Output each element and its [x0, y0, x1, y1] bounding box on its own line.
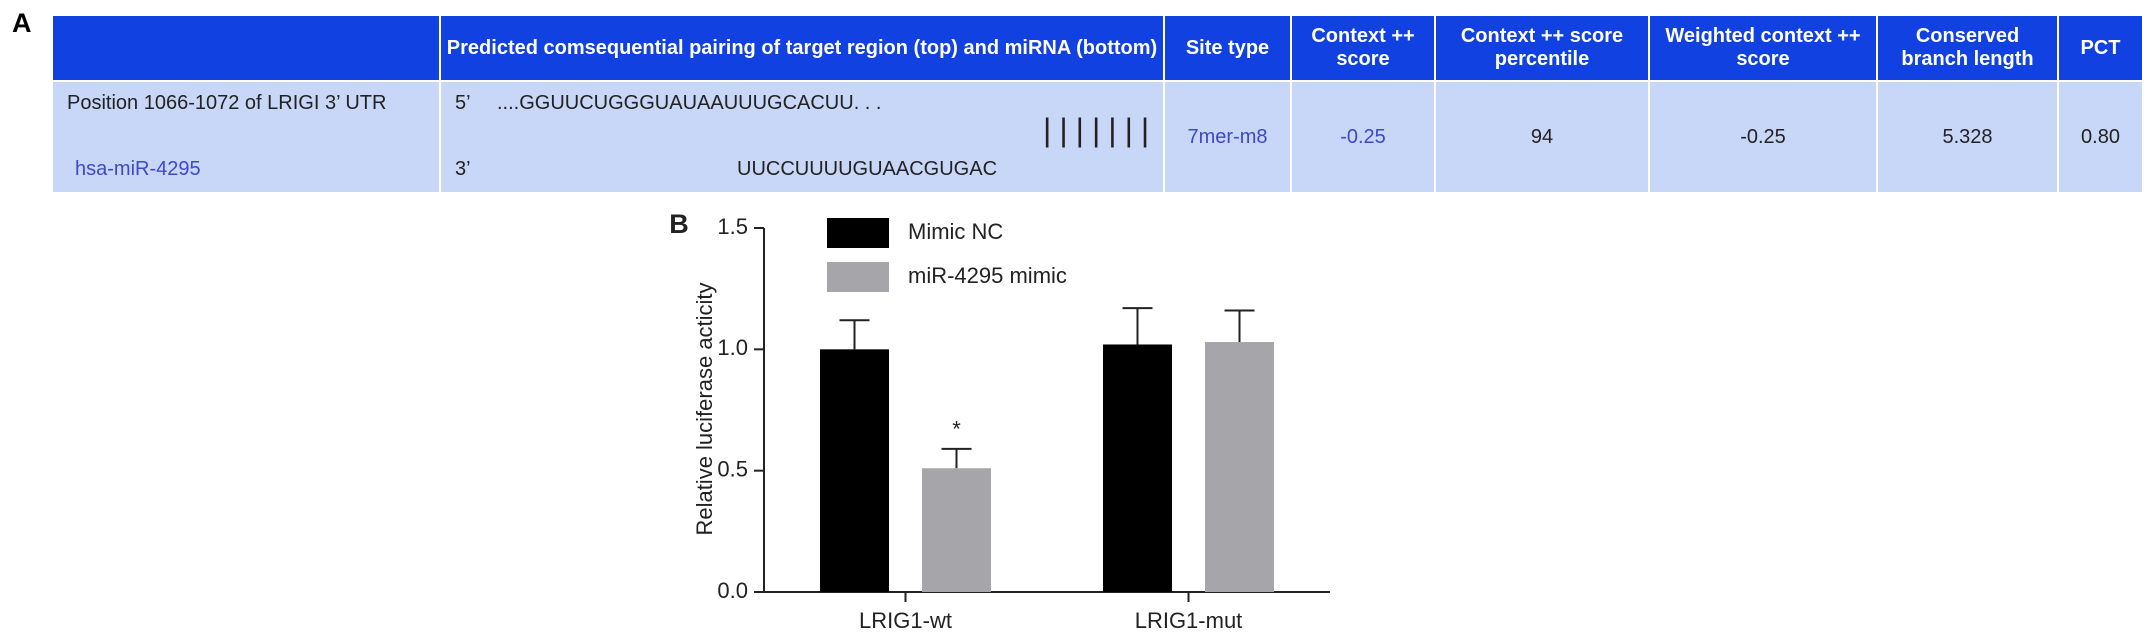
header-cell	[51, 14, 441, 82]
cell: -0.25	[1648, 80, 1878, 194]
header-cell: Conserved branch length	[1876, 14, 2059, 82]
y-tick-label: 0.0	[717, 578, 748, 603]
legend-label: miR-4295 mimic	[908, 263, 1067, 288]
y-axis-label: Relative luciferase acticity	[692, 282, 717, 535]
target-sequence: ....GGUUCUGGGUAUAAUUUGCACUU. . .	[497, 92, 882, 114]
cell: -0.25	[1290, 80, 1436, 194]
y-tick-label: 1.0	[717, 335, 748, 360]
cell: 5.328	[1876, 80, 2059, 194]
position-text: Position 1066-1072 of LRIGI 3’ UTR	[67, 92, 387, 114]
x-tick-label: LRIG1-wt	[859, 608, 952, 633]
y-tick-label: 0.5	[717, 456, 748, 481]
bar	[820, 349, 889, 592]
panel-label: B	[669, 209, 689, 239]
legend-swatch	[827, 218, 889, 248]
mirna-name: hsa-miR-4295	[75, 158, 201, 180]
cell: 5’ ....GGUUCUGGGUAUAAUUUGCACUU. . . ||||…	[439, 80, 1165, 194]
prime-label: 3’	[455, 158, 471, 180]
significance-mark: *	[952, 417, 961, 442]
bar	[1103, 344, 1172, 592]
panel-label: A	[12, 8, 32, 38]
header-cell: PCT	[2057, 14, 2144, 82]
x-tick-label: LRIG1-mut	[1135, 608, 1243, 633]
cell: 0.80	[2057, 80, 2144, 194]
header-row: Predicted comsequential pairing of targe…	[51, 14, 2144, 82]
header-cell: Site type	[1163, 14, 1292, 82]
header-cell: Context ++ score percentile	[1434, 14, 1650, 82]
cell: Position 1066-1072 of LRIGI 3’ UTR hsa-m…	[51, 80, 441, 194]
bar	[922, 468, 991, 592]
legend-label: Mimic NC	[908, 219, 1003, 244]
mirna-sequence: UUCCUUUUGUAACGUGAC	[737, 158, 998, 180]
pairing-bars: |||||||	[1043, 112, 1158, 148]
legend-swatch	[827, 262, 889, 292]
cell: 7mer-m8	[1163, 80, 1292, 194]
header-cell: Predicted comsequential pairing of targe…	[439, 14, 1165, 82]
data-row: Position 1066-1072 of LRIGI 3’ UTR hsa-m…	[51, 80, 2144, 194]
prime-label: 5’	[455, 92, 471, 114]
bar	[1205, 342, 1274, 592]
table: Predicted comsequential pairing of targe…	[51, 14, 2144, 194]
header-cell: Weighted context ++ score	[1648, 14, 1878, 82]
header-cell: Context ++ score	[1290, 14, 1436, 82]
cell: 94	[1434, 80, 1650, 194]
y-tick-label: 1.5	[717, 214, 748, 239]
